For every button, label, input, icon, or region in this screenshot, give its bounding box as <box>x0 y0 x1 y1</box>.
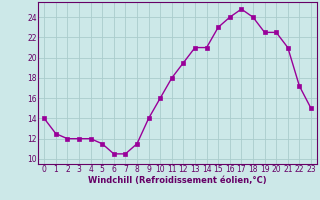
X-axis label: Windchill (Refroidissement éolien,°C): Windchill (Refroidissement éolien,°C) <box>88 176 267 185</box>
